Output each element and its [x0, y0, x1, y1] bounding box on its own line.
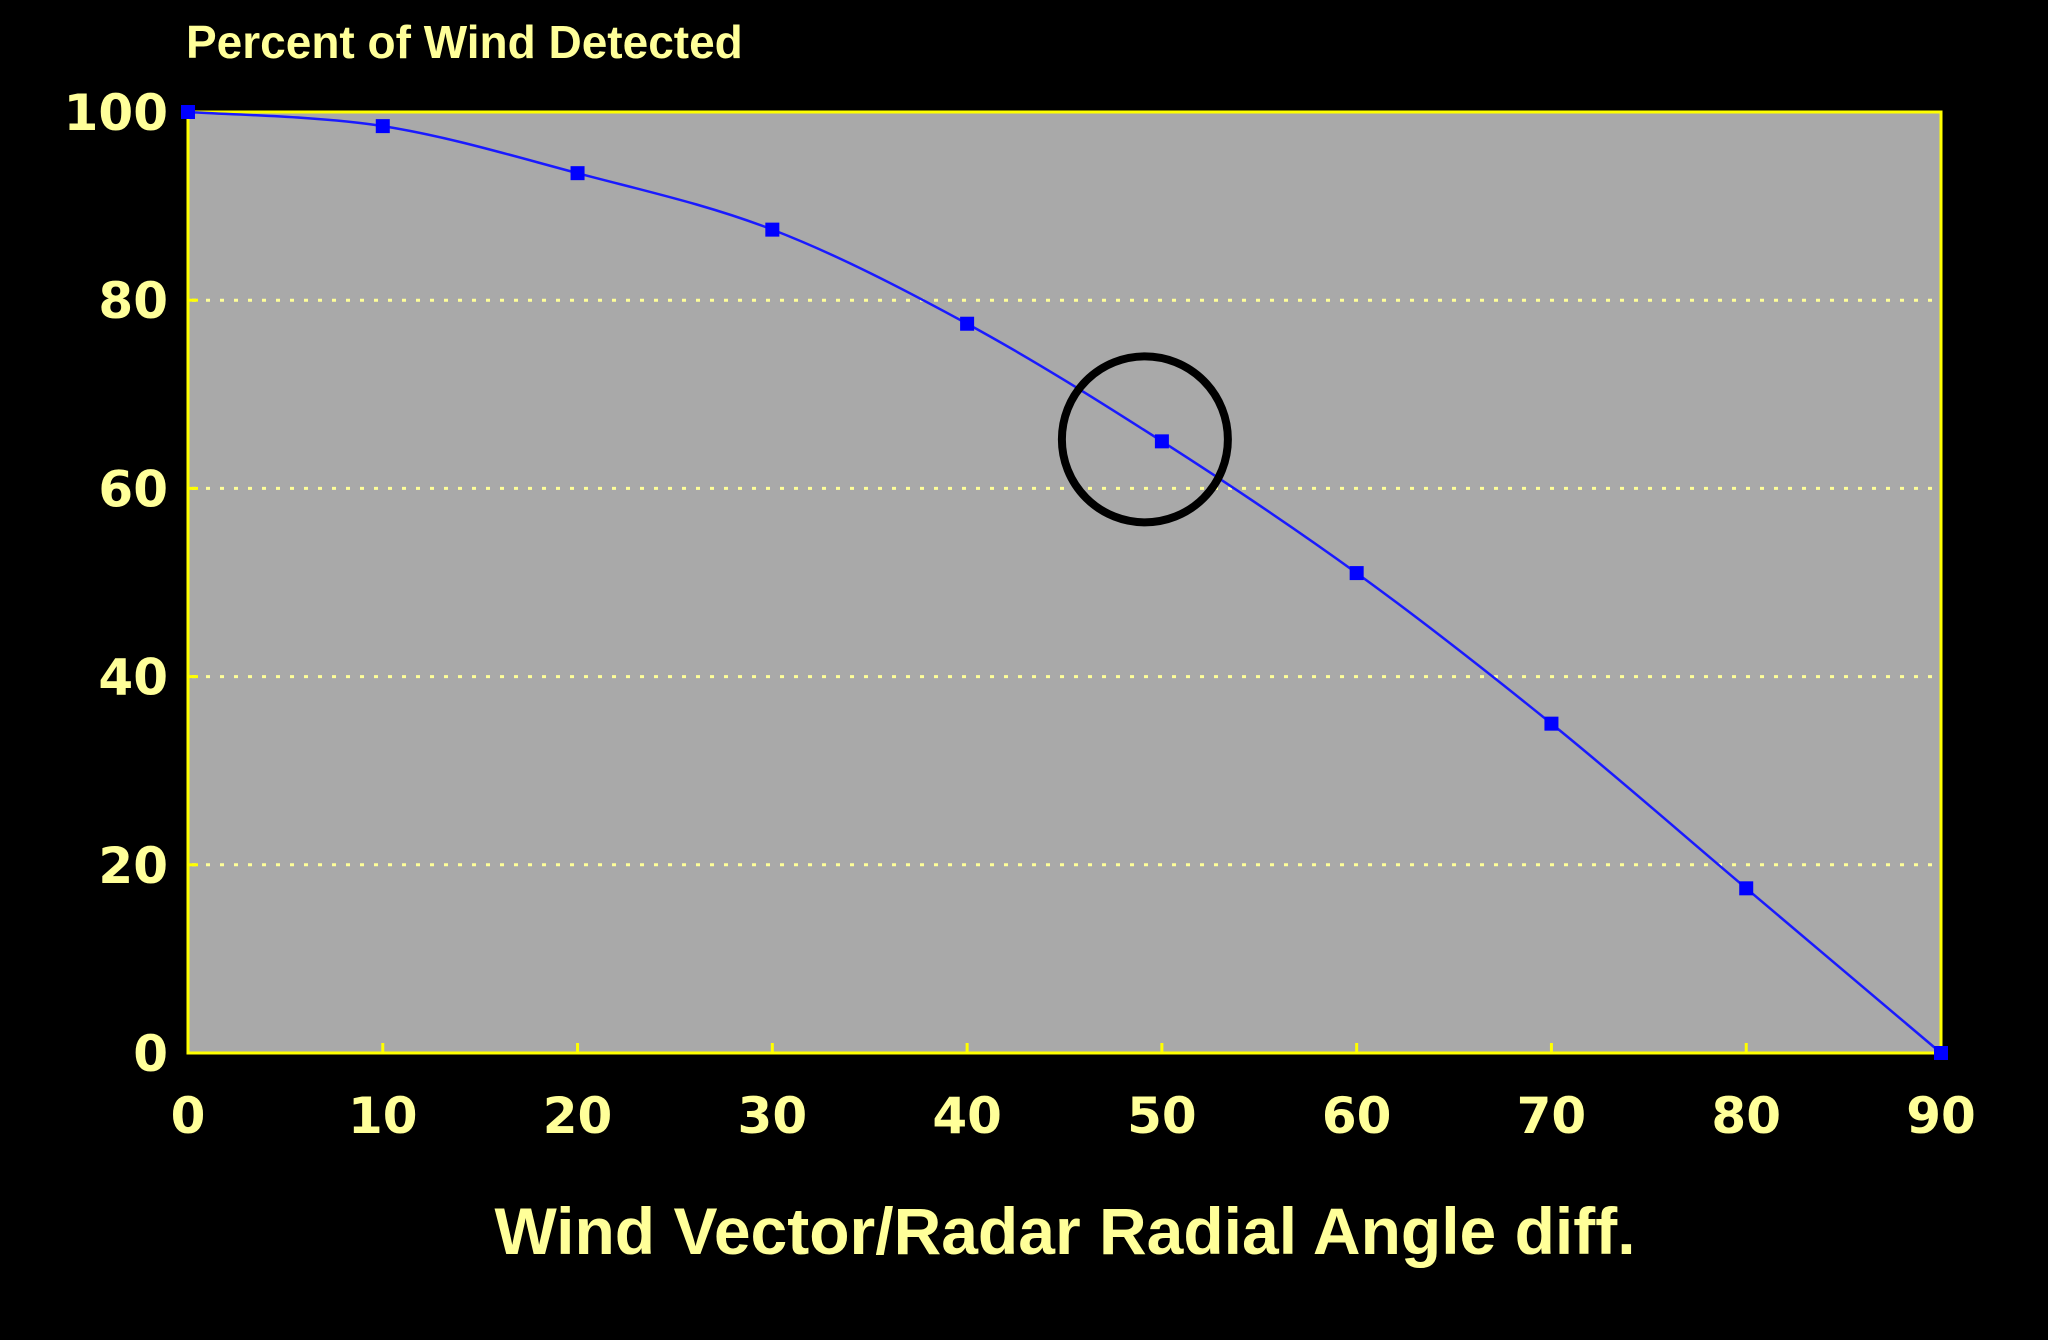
plot-area: [188, 112, 1941, 1053]
y-axis-title: Percent of Wind Detected: [186, 16, 743, 68]
data-point: [375, 119, 390, 134]
y-tick-label: 20: [98, 837, 168, 895]
x-tick-label: 90: [1906, 1087, 1976, 1145]
data-point: [765, 222, 780, 237]
data-point: [960, 316, 975, 331]
x-tick-label: 60: [1322, 1087, 1392, 1145]
data-point: [1349, 566, 1364, 581]
x-tick-label: 50: [1127, 1087, 1197, 1145]
x-tick-label: 30: [738, 1087, 808, 1145]
y-tick-label: 80: [98, 272, 168, 330]
x-tick-label: 70: [1517, 1087, 1587, 1145]
y-tick-label: 0: [133, 1025, 168, 1083]
data-point: [1154, 434, 1169, 449]
series-line: [187, 110, 1942, 1054]
x-tick-label: 0: [171, 1087, 206, 1145]
x-axis-ticks: 0 10 20 30 40 50 60 70 80 90: [171, 1043, 1976, 1145]
x-tick-label: 80: [1711, 1087, 1781, 1145]
data-point: [181, 105, 195, 119]
data-point: [570, 166, 585, 181]
x-tick-label: 40: [932, 1087, 1002, 1145]
data-point: [1934, 1046, 1948, 1060]
y-tick-label: 100: [64, 84, 168, 142]
plot-frame: [186, 110, 1943, 1055]
highlight-circle: [1057, 352, 1232, 527]
x-tick-label: 20: [543, 1087, 613, 1145]
data-point: [1544, 716, 1559, 731]
data-point: [1739, 881, 1754, 896]
series-group: [181, 105, 1948, 1060]
x-axis-title: Wind Vector/Radar Radial Angle diff.: [494, 1194, 1635, 1268]
y-tick-label: 40: [98, 649, 168, 707]
y-axis-ticks: 0 20 40 60 80 100: [64, 84, 198, 1083]
y-tick-label: 60: [98, 460, 168, 518]
x-tick-label: 10: [348, 1087, 418, 1145]
